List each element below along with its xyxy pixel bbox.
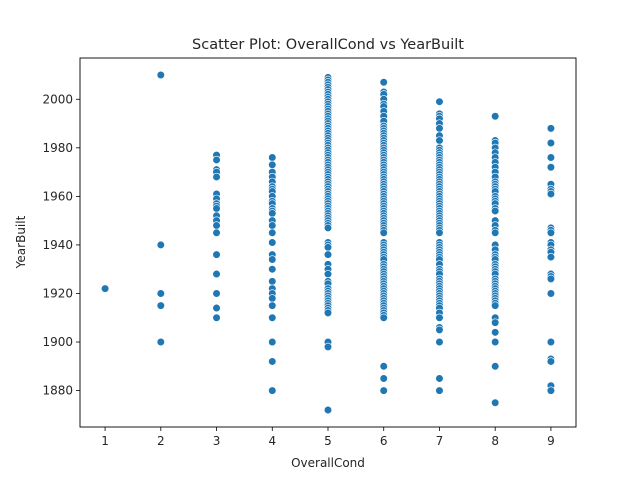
data-point [268,265,277,274]
data-point [546,274,556,284]
data-point [546,357,556,366]
data-point [546,228,556,237]
y-tick-label: 2000 [42,92,73,106]
data-point [379,78,388,87]
data-point [546,337,556,347]
data-point [435,337,444,347]
data-point [435,124,444,133]
data-point [212,228,221,237]
data-point [212,221,221,230]
data-point [435,325,444,334]
data-point [379,362,388,371]
data-point [379,313,388,322]
data-point [546,124,556,133]
y-tick-label: 1900 [42,335,73,349]
data-point [435,97,444,106]
data-point [212,303,221,313]
data-point [323,308,333,318]
y-tick-label: 1880 [42,384,73,398]
data-point [323,243,333,252]
data-point [268,337,277,347]
plot-area [79,57,577,428]
data-point [491,112,500,121]
y-tick-label: 1980 [42,141,73,155]
data-point [491,206,500,216]
y-tick-label: 1920 [42,286,73,300]
data-point [546,138,556,148]
y-tick-label: 1960 [42,189,73,203]
data-point [491,318,500,327]
data-point [268,160,277,169]
data-point [156,240,165,250]
data-point [212,172,221,182]
x-tick-label: 9 [547,434,555,448]
points-layer [100,70,556,415]
data-point [379,374,388,383]
data-point [323,342,333,351]
x-axis-ticks: 1 2 3 4 5 6 7 8 9 [101,427,555,448]
data-point [323,405,333,415]
data-point [323,250,333,259]
x-tick-label: 3 [213,434,221,448]
data-point [268,153,277,162]
data-point [546,153,556,162]
data-point [268,277,277,286]
data-point [156,337,165,347]
data-point [546,386,556,395]
x-tick-label: 8 [491,434,499,448]
data-point [491,398,500,407]
data-point [268,313,277,322]
data-point [435,313,444,322]
x-tick-label: 4 [268,434,276,448]
data-point [268,294,277,303]
data-point [212,250,221,259]
data-point [268,357,277,366]
data-point [156,301,165,310]
chart-title: Scatter Plot: OverallCond vs YearBuilt [192,37,464,53]
data-point [546,252,556,262]
data-point [435,374,444,383]
y-axis-ticks: 1880 1900 1920 1940 1960 1980 2000 [42,92,80,398]
data-point [323,223,333,233]
data-point [435,136,444,145]
data-point [156,289,165,298]
data-point [268,255,277,264]
data-point [379,386,388,395]
data-point [268,221,277,230]
data-point [212,155,221,165]
x-tick-label: 1 [101,434,109,448]
data-point [100,284,110,293]
x-tick-label: 5 [324,434,332,448]
data-point [546,289,556,298]
data-point [268,209,277,218]
data-point [212,289,221,298]
x-tick-label: 7 [436,434,444,448]
data-point [546,189,556,199]
data-point [268,238,277,247]
data-point [212,204,221,213]
data-point [268,301,277,310]
y-tick-label: 1940 [42,238,73,252]
data-point [491,228,500,237]
x-tick-label: 2 [157,434,165,448]
data-point [212,313,221,322]
data-point [212,269,221,279]
data-point [156,70,165,80]
data-point [268,228,277,237]
data-point [435,228,444,237]
x-axis-label: OverallCond [291,456,365,470]
y-axis-label: YearBuilt [14,215,28,269]
data-point [323,269,333,279]
data-point [491,301,500,310]
data-point [491,362,500,371]
data-point [379,228,388,237]
x-tick-label: 6 [380,434,388,448]
data-point [435,386,444,395]
data-point [491,337,500,347]
data-point [491,328,500,337]
data-point [268,386,277,395]
data-point [546,163,556,172]
